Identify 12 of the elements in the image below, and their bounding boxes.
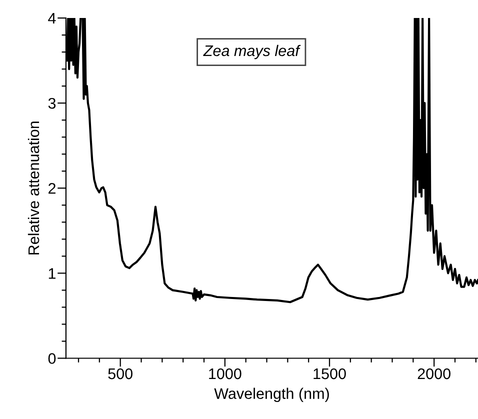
x-tick-label: 1500 xyxy=(314,368,346,380)
y-tick-label: 3 xyxy=(48,98,56,109)
x-axis-title: Wavelength (nm) xyxy=(214,388,329,402)
y-tick-label: 4 xyxy=(48,13,56,24)
annotation: Zea mays leaf xyxy=(203,44,301,60)
x-tick-label: 2000 xyxy=(418,368,450,380)
y-tick-label: 0 xyxy=(48,353,56,364)
y-tick-label: 2 xyxy=(48,183,56,194)
x-tick-label: 1000 xyxy=(209,368,242,380)
y-tick-label: 1 xyxy=(48,268,56,279)
y-axis-title: Relative attenuation xyxy=(28,122,40,254)
x-tick-label: 500 xyxy=(108,368,132,380)
